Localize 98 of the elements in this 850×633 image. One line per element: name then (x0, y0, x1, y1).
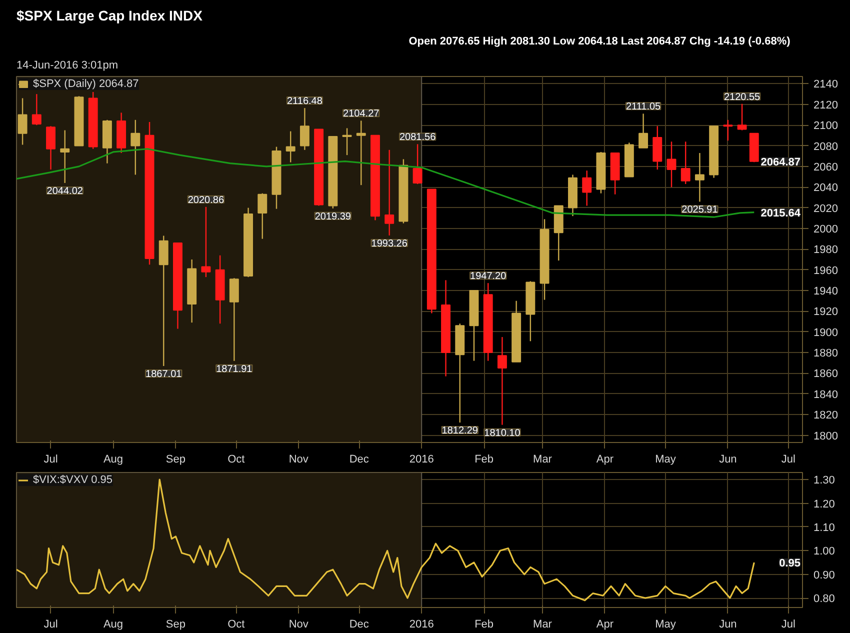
annotation: 0.95 (779, 558, 801, 570)
y-tick-label: 1860 (814, 368, 838, 380)
annotation: 2120.55 (724, 92, 761, 103)
candlestick (497, 336, 507, 426)
x-tick-label: Dec (349, 454, 370, 466)
y-tick-label: 2120 (814, 99, 838, 112)
y-tick-label: 1900 (814, 326, 838, 339)
x-tick-label: Nov (288, 454, 309, 466)
y-tick-label: 2020 (814, 202, 838, 215)
candlestick (60, 130, 70, 184)
candlestick (356, 120, 366, 186)
chart-subtitle: 14-Jun-2016 3:01pm (16, 60, 118, 72)
y-tick-label: 1880 (814, 348, 838, 360)
annotation: 1947.20 (470, 271, 507, 282)
candlestick (130, 119, 140, 176)
x-tick-label: 2016 (409, 454, 434, 466)
annotation: 2044.02 (46, 186, 84, 197)
candlestick (32, 93, 42, 126)
y-tick-label: 1920 (814, 306, 838, 318)
x-tick-label: Jul (44, 454, 58, 466)
x-tick-label: Nov (288, 618, 309, 630)
x-tick-label: 2016 (409, 618, 434, 630)
x-tick-label: Jul (781, 454, 796, 466)
y-tick-label: 1800 (814, 430, 838, 442)
text: Open 2076.65 High 2081.30 Low 2064.18 Last 2064.87 Chg -14.19 (-0.68%) (408, 36, 791, 48)
y-tick-label: 2100 (814, 120, 838, 132)
candlestick (18, 98, 28, 146)
y-tick-label: 0.90 (814, 569, 835, 582)
legend-label: $SPX (Daily) 2064.87 (33, 78, 139, 90)
x-tick-label: Sep (166, 618, 186, 630)
line-series (16, 148, 755, 218)
annotation: 1810.10 (484, 428, 521, 439)
candlestick (652, 126, 662, 170)
y-tick-label: 1.20 (814, 498, 835, 510)
y-tick-label: 1820 (814, 410, 838, 422)
annotation: 2104.27 (343, 108, 380, 120)
y-tick-label: 1.00 (814, 546, 835, 558)
annotation: 2020.86 (188, 194, 224, 206)
x-tick-label: Jul (781, 618, 796, 630)
x-tick-label: Oct (228, 454, 245, 466)
x-tick-label: Apr (596, 454, 614, 466)
candlestick (694, 152, 704, 202)
x-tick-label: Aug (103, 618, 124, 630)
y-tick-label: 1.30 (814, 474, 835, 487)
candlestick (229, 278, 239, 362)
x-tick-label: Feb (474, 618, 494, 630)
y-tick-label: 2080 (814, 140, 838, 153)
candlestick (582, 170, 592, 206)
y-tick-label: 1.10 (814, 522, 835, 534)
candlestick (412, 144, 422, 185)
x-tick-label: Dec (349, 618, 370, 630)
x-tick-label: Oct (228, 618, 245, 630)
x-tick-label: May (655, 454, 676, 466)
y-tick-label: 0.80 (814, 593, 835, 606)
y-tick-label: 1940 (814, 286, 838, 298)
y-tick-label: 2140 (814, 78, 838, 91)
annotation: 2064.87 (760, 156, 801, 168)
annotation: 2025.91 (682, 204, 718, 216)
candlestick (384, 149, 394, 236)
candlestick (286, 130, 296, 163)
x-tick-label: Apr (596, 618, 614, 630)
x-tick-label: Mar (533, 618, 552, 630)
x-tick-label: Sep (166, 454, 186, 466)
candlestick (666, 141, 676, 188)
y-tick-label: 2000 (814, 223, 838, 236)
y-tick-label: 2060 (814, 161, 838, 174)
x-tick-label: Aug (103, 454, 124, 466)
candlestick (158, 235, 168, 367)
candlestick (737, 103, 747, 131)
x-tick-label: Jun (719, 454, 737, 466)
annotation: 1867.01 (146, 368, 182, 380)
y-tick-label: 2040 (814, 182, 838, 194)
candlestick (342, 128, 352, 156)
candlestick (300, 107, 310, 151)
candlestick (258, 192, 268, 240)
candlestick (638, 113, 648, 148)
y-tick-label: 1840 (814, 388, 838, 401)
annotation: 1871.91 (216, 364, 253, 375)
x-tick-label: May (655, 618, 676, 630)
candlestick (680, 141, 690, 185)
annotation: 2081.56 (399, 132, 436, 144)
chart-title: $SPX Large Cap Index INDX (16, 8, 204, 24)
annotation: 1812.29 (442, 426, 478, 437)
candlestick (201, 206, 211, 278)
legend-label: $VIX:$VXV 0.95 (33, 474, 112, 486)
x-tick-label: Feb (474, 454, 494, 466)
candlestick (46, 126, 56, 170)
annotation: 2116.48 (286, 96, 323, 108)
y-tick-label: 1980 (814, 244, 838, 256)
candlestick (723, 119, 733, 142)
annotation: 1993.26 (371, 238, 408, 250)
x-tick-label: Mar (533, 454, 552, 466)
annotation: 2019.39 (314, 211, 352, 222)
x-tick-label: Jul (44, 618, 58, 630)
x-tick-label: Jun (719, 618, 737, 630)
y-tick-label: 1960 (814, 264, 838, 277)
annotation: 2015.64 (760, 207, 802, 220)
annotation: 2111.05 (626, 102, 662, 113)
